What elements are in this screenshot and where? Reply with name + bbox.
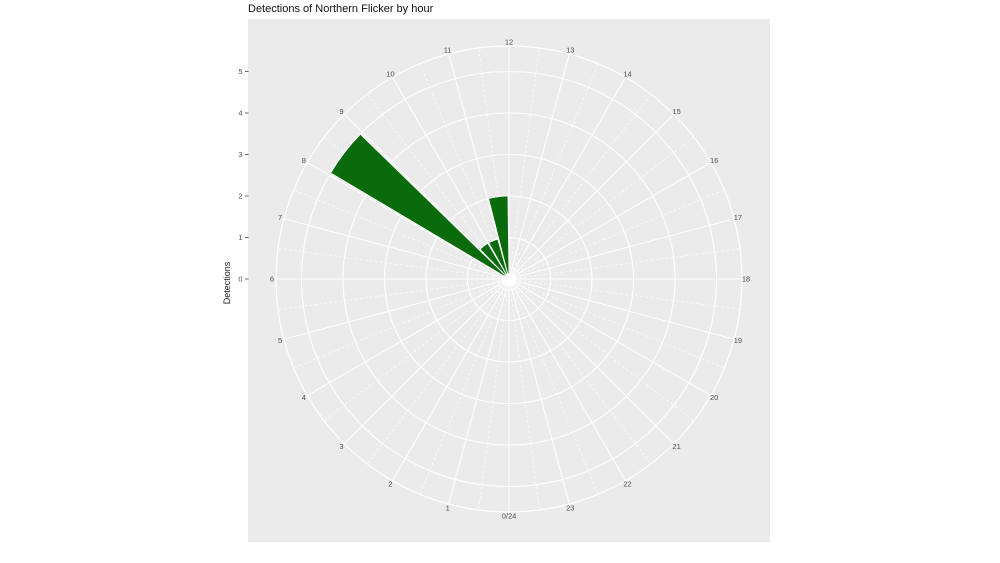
grid-radial-minor-20 <box>508 278 695 422</box>
bar-hour-8 <box>330 133 510 280</box>
grid-radial-minor-17 <box>508 248 741 280</box>
grid-radial-minor-13 <box>508 63 599 280</box>
hour-label-18: 18 <box>742 275 750 284</box>
grid-radial-minor-1 <box>419 278 510 495</box>
hour-label-9: 9 <box>339 107 343 116</box>
bar-hour-10 <box>488 238 510 280</box>
grid-radial-major-5 <box>283 278 510 340</box>
grid-radial-major-7 <box>283 218 510 280</box>
grid-radial-major-16 <box>508 162 712 280</box>
grid-radial-major-11 <box>448 53 510 280</box>
hour-label-4: 4 <box>302 393 306 402</box>
hour-label-7: 7 <box>278 213 282 222</box>
grid-radial-minor-15 <box>508 136 695 280</box>
grid-radial-major-9 <box>343 113 510 280</box>
grid-radial-minor-4 <box>293 278 510 369</box>
r-tick-label-0: 0 <box>238 275 242 284</box>
grid-radial-major-22 <box>508 278 626 482</box>
grid-radial-minor-11 <box>478 47 510 280</box>
hour-label-8: 8 <box>302 156 306 165</box>
grid-radial-major-10 <box>392 76 510 280</box>
grid-radial-minor-14 <box>508 93 652 280</box>
grid-radial-major-2 <box>392 278 510 482</box>
center-dot <box>503 273 515 285</box>
hour-label-13: 13 <box>566 46 574 55</box>
hour-label-22: 22 <box>623 480 631 489</box>
grid-radial-major-1 <box>448 278 510 505</box>
hour-label-2: 2 <box>388 480 392 489</box>
hour-label-15: 15 <box>672 107 680 116</box>
grid-radial-minor-6 <box>277 248 510 280</box>
chart-title: Detections of Northern Flicker by hour <box>248 3 434 15</box>
grid-radial-minor-2 <box>366 278 510 465</box>
hour-label-0-24: 0/24 <box>502 512 517 521</box>
grid-radial-minor-18 <box>508 278 741 310</box>
grid-radial-minor-3 <box>323 278 510 422</box>
hour-label-5: 5 <box>278 336 282 345</box>
grid-radial-minor-21 <box>508 278 652 465</box>
r-tick-label-5: 5 <box>238 67 242 76</box>
hour-label-11: 11 <box>444 46 452 55</box>
grid-radial-major-4 <box>306 278 510 396</box>
r-tick-label-1: 1 <box>238 233 242 242</box>
hour-label-17: 17 <box>734 213 742 222</box>
grid-radial-major-19 <box>508 278 735 340</box>
grid-radial-major-8 <box>306 162 510 280</box>
grid-radial-minor-10 <box>419 63 510 280</box>
grid-radial-major-3 <box>343 278 510 445</box>
r-tick-label-3: 3 <box>238 150 242 159</box>
grid-radial-major-13 <box>508 53 570 280</box>
bar-hour-9 <box>479 242 510 280</box>
grid-radial-minor-0 <box>478 278 510 511</box>
grid-radial-major-15 <box>508 113 675 280</box>
grid-radial-major-17 <box>508 218 735 280</box>
hour-label-3: 3 <box>339 442 343 451</box>
hour-label-1: 1 <box>446 503 450 512</box>
hour-label-10: 10 <box>386 69 394 78</box>
grid-radial-minor-12 <box>508 47 540 280</box>
grid-radial-major-23 <box>508 278 570 505</box>
hour-label-16: 16 <box>710 156 718 165</box>
grid-radial-minor-7 <box>293 189 510 280</box>
hour-label-12: 12 <box>505 38 513 47</box>
hour-label-19: 19 <box>734 336 742 345</box>
hour-label-21: 21 <box>672 442 680 451</box>
grid-radial-major-14 <box>508 76 626 280</box>
grid-radial-minor-9 <box>366 93 510 280</box>
r-tick-label-2: 2 <box>238 192 242 201</box>
grid-radial-minor-5 <box>277 278 510 310</box>
grid-radial-major-20 <box>508 278 712 396</box>
grid-radial-minor-22 <box>508 278 599 495</box>
hour-label-6: 6 <box>270 275 274 284</box>
grid-radial-minor-19 <box>508 278 725 369</box>
hour-label-23: 23 <box>566 503 574 512</box>
hour-label-14: 14 <box>623 69 631 78</box>
grid-radial-minor-23 <box>508 278 540 511</box>
hour-label-20: 20 <box>710 393 718 402</box>
r-tick-label-4: 4 <box>238 109 242 118</box>
bar-hour-11 <box>488 195 510 280</box>
grid-radial-major-21 <box>508 278 675 445</box>
grid-radial-minor-16 <box>508 189 725 280</box>
